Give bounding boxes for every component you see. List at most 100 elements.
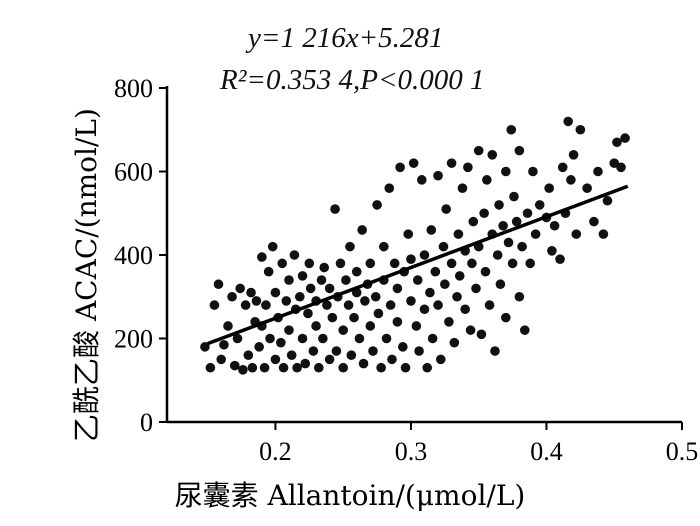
data-point — [487, 150, 498, 160]
data-point — [419, 304, 430, 315]
data-point — [370, 291, 381, 302]
data-point — [427, 333, 438, 344]
data-point — [229, 360, 240, 371]
data-point — [338, 325, 348, 335]
data-point — [343, 300, 354, 310]
data-point — [365, 321, 376, 331]
data-point — [227, 291, 237, 302]
data-point — [568, 150, 579, 160]
data-point — [384, 183, 395, 193]
data-point — [457, 183, 468, 193]
data-point — [219, 339, 229, 350]
data-point — [357, 225, 367, 235]
data-point — [507, 258, 518, 269]
data-point — [509, 191, 519, 202]
data-point — [517, 241, 527, 252]
data-point — [331, 346, 342, 356]
data-point — [330, 204, 340, 214]
data-point — [547, 246, 557, 256]
x-tick-label: 0.5 — [666, 437, 699, 466]
data-point — [284, 325, 294, 335]
data-point — [449, 337, 460, 348]
data-point — [582, 183, 592, 193]
data-point — [495, 279, 506, 290]
data-point — [345, 241, 355, 252]
data-point — [376, 362, 386, 373]
data-point — [385, 300, 396, 310]
data-point — [205, 362, 216, 373]
data-point — [452, 291, 462, 302]
data-point — [297, 333, 308, 344]
data-point — [395, 162, 405, 173]
data-point — [349, 312, 359, 323]
data-point — [411, 321, 422, 331]
fit-line — [207, 184, 629, 346]
data-point — [223, 321, 233, 331]
data-point — [305, 283, 316, 294]
data-point — [276, 337, 286, 348]
data-point — [400, 362, 411, 373]
data-point — [425, 287, 435, 298]
data-point — [247, 362, 258, 373]
data-point — [563, 116, 573, 127]
data-point — [319, 262, 330, 273]
data-point — [446, 258, 457, 269]
data-point — [392, 283, 403, 294]
x-axis-title: 尿囊素 Allantoin/(μmol/L) — [174, 479, 526, 512]
data-point — [259, 362, 270, 373]
data-point — [519, 325, 530, 335]
data-point — [303, 308, 313, 319]
data-point — [322, 300, 332, 310]
data-point — [381, 333, 392, 344]
data-points — [200, 116, 630, 375]
data-point — [444, 317, 454, 327]
data-point — [616, 162, 626, 173]
data-point — [506, 124, 517, 135]
data-point — [324, 354, 335, 365]
data-point — [277, 258, 287, 269]
data-point — [289, 250, 300, 260]
data-point — [408, 158, 419, 168]
data-point — [327, 312, 338, 323]
data-point — [549, 220, 560, 231]
data-point — [313, 362, 324, 373]
data-point — [341, 275, 351, 285]
data-point — [358, 358, 369, 369]
data-point — [501, 166, 511, 177]
y-tick-label: 0 — [140, 408, 153, 437]
data-point — [261, 300, 271, 310]
data-point — [316, 275, 327, 285]
data-point — [534, 200, 545, 210]
data-point — [235, 283, 245, 294]
data-point — [492, 250, 503, 260]
data-point — [281, 296, 292, 306]
data-point — [406, 254, 416, 264]
data-point — [308, 346, 319, 356]
data-point — [318, 333, 328, 344]
data-point — [286, 350, 297, 361]
data-point — [575, 124, 586, 135]
data-point — [232, 333, 243, 344]
x-tick-label: 0.4 — [530, 437, 563, 466]
data-point — [484, 300, 495, 310]
data-point — [246, 287, 256, 298]
data-point — [479, 208, 489, 219]
data-point — [440, 279, 450, 290]
data-point — [292, 362, 302, 373]
y-tick-label: 600 — [114, 158, 153, 187]
data-point — [257, 252, 267, 262]
data-point — [620, 133, 630, 143]
data-point — [525, 258, 536, 269]
data-point — [511, 216, 522, 227]
data-point — [433, 300, 443, 310]
data-point — [494, 200, 504, 210]
data-point — [354, 333, 365, 344]
data-point — [265, 333, 275, 344]
data-point — [522, 208, 533, 219]
data-point — [304, 258, 315, 269]
data-point — [251, 296, 262, 306]
data-point — [416, 175, 427, 185]
data-point — [555, 254, 565, 264]
data-point — [238, 365, 248, 375]
y-tick-label: 800 — [114, 74, 153, 103]
